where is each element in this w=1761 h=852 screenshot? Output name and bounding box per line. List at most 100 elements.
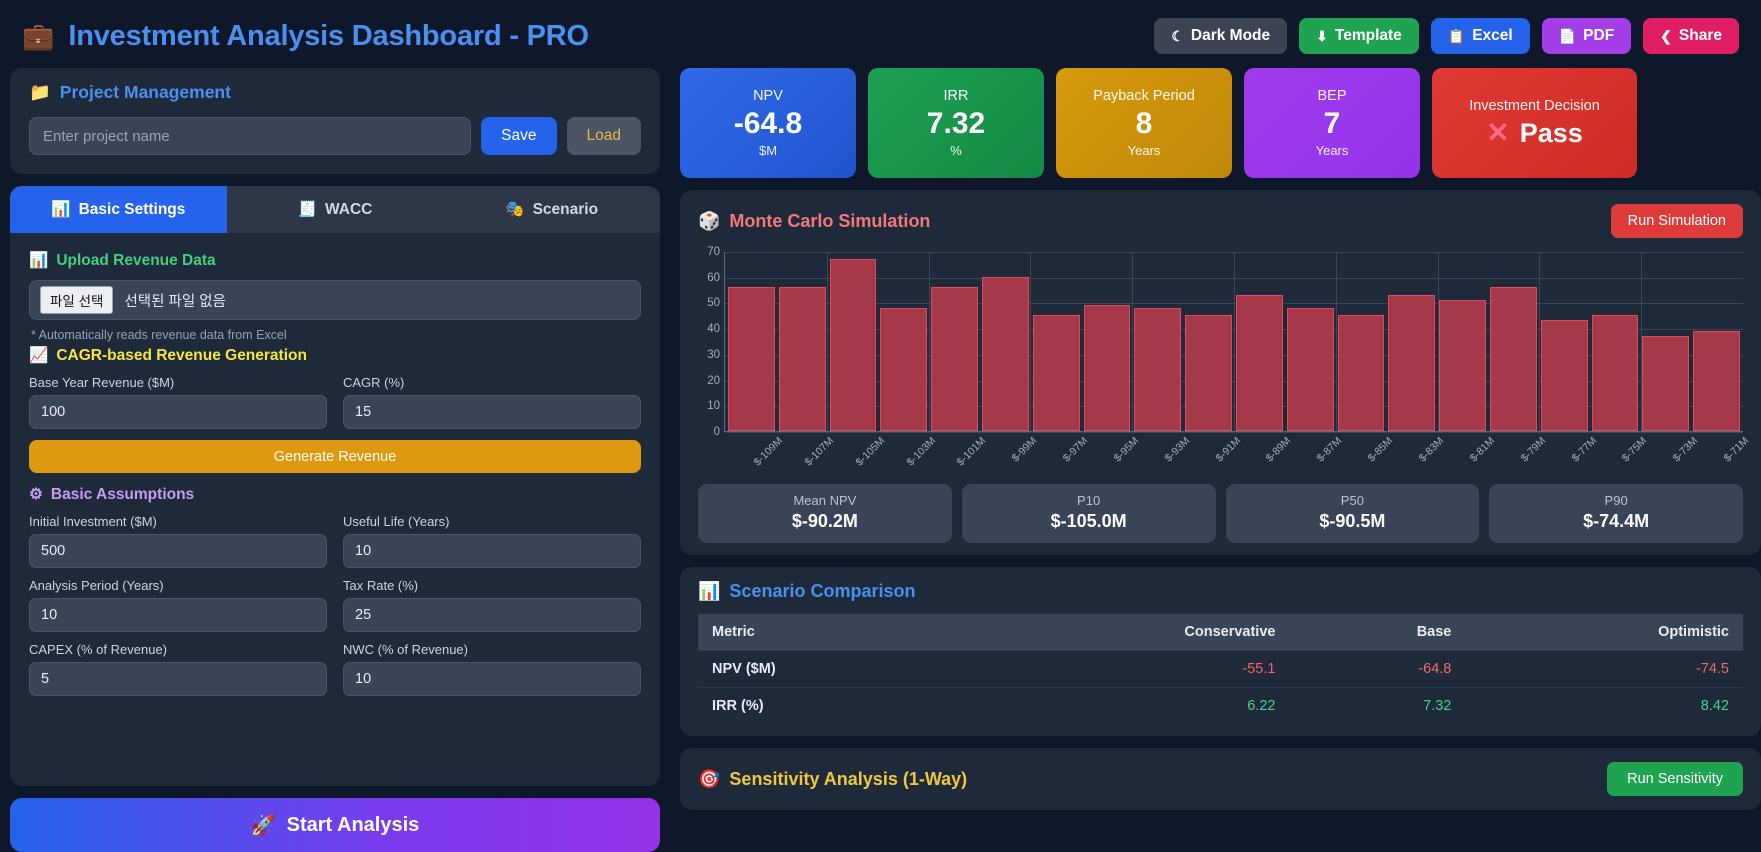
kpi-card-irr: IRR 7.32 % (868, 68, 1044, 178)
chart-bar (1083, 305, 1131, 431)
sensitivity-title: Sensitivity Analysis (1-Way) (729, 768, 968, 789)
chart-bar (880, 307, 928, 431)
field-label: Base Year Revenue ($M) (29, 375, 175, 390)
rocket-icon: 🚀 (250, 814, 276, 837)
share-button[interactable]: ❮ Share (1643, 18, 1739, 54)
chart-gridline-vertical (928, 252, 930, 431)
kpi-card-npv: NPV -64.8 $M (680, 68, 856, 178)
column-conservative: Conservative (1184, 624, 1276, 640)
capex-input[interactable] (29, 662, 327, 696)
project-management-row: Save Load (29, 117, 641, 155)
excel-button[interactable]: 📋 Excel (1430, 18, 1530, 54)
initial-investment-input[interactable] (29, 534, 327, 568)
pdf-label: PDF (1583, 27, 1615, 44)
settings-tabs: 📊 Basic Settings 🧾 WACC 🎭 Scenario (10, 186, 660, 233)
file-picker[interactable]: 파일 선택 선택된 파일 없음 (29, 280, 641, 320)
field-capex: CAPEX (% of Revenue) (29, 642, 327, 696)
chart-gridline-vertical (1234, 252, 1235, 431)
tab-wacc[interactable]: 🧾 WACC (227, 186, 444, 233)
field-label: NWC (% of Revenue) (343, 642, 468, 657)
chart-up-icon: 📈 (29, 347, 49, 364)
generate-revenue-button[interactable]: Generate Revenue (29, 440, 641, 473)
chart-bar (1591, 315, 1639, 431)
kpi-label: BEP (1317, 87, 1347, 104)
y-tick-label: 60 (707, 271, 720, 284)
table-row: NPV ($M) -55.1 -64.8 -74.5 (698, 650, 1743, 688)
title-group: 💼 Investment Analysis Dashboard - PRO (22, 20, 589, 53)
share-icon: ❮ (1660, 27, 1672, 44)
chart-y-axis: 0 10 20 30 40 50 60 70 (698, 246, 724, 438)
table-row: IRR (%) 6.22 7.32 8.42 (698, 687, 1743, 724)
field-base-year-revenue: Base Year Revenue ($M) (29, 375, 327, 429)
assumption-fields: Initial Investment ($M) Useful Life (Yea… (29, 514, 641, 696)
save-button[interactable]: Save (481, 117, 557, 155)
chart-gridline-vertical (1335, 252, 1337, 431)
tab-basic-settings[interactable]: 📊 Basic Settings (10, 186, 227, 233)
dark-mode-button[interactable]: ☾ Dark Mode (1154, 18, 1288, 54)
chart-bar (778, 287, 826, 431)
stat-value: $-74.4M (1583, 511, 1650, 531)
upload-revenue-heading: 📊 Upload Revenue Data (29, 251, 641, 270)
project-management-panel: 📁 Project Management Save Load (10, 68, 660, 174)
run-simulation-button[interactable]: Run Simulation (1610, 204, 1743, 238)
useful-life-input[interactable] (343, 534, 641, 568)
tax-rate-input[interactable] (343, 598, 641, 632)
chart-bar (728, 287, 775, 431)
basic-settings-body: 📊 Upload Revenue Data 파일 선택 선택된 파일 없음 * … (10, 233, 660, 712)
stat-label: P50 (1340, 493, 1364, 508)
table-header-row: Metric Conservative Base Optimistic (698, 614, 1743, 651)
chart-bar (1235, 294, 1283, 431)
chart-bar (1693, 330, 1740, 431)
scenario-comparison-title: Scenario Comparison (729, 581, 916, 601)
chart-bar (1642, 335, 1690, 431)
dice-icon: 🎲 (698, 210, 721, 231)
choose-file-button[interactable]: 파일 선택 (40, 286, 114, 314)
monte-carlo-stats: Mean NPV $-90.2M P10 $-105.0M P50 $-90.5… (698, 484, 1743, 543)
field-label: Useful Life (Years) (343, 514, 450, 529)
tab-scenario[interactable]: 🎭 Scenario (443, 186, 660, 233)
start-analysis-button[interactable]: 🚀 Start Analysis (10, 798, 660, 852)
kpi-unit: $M (758, 143, 778, 159)
page-title: Investment Analysis Dashboard - PRO (68, 19, 589, 52)
cagr-heading: 📈 CAGR-based Revenue Generation (29, 346, 641, 365)
bar-chart-icon: 📊 (698, 581, 721, 601)
kpi-value: 7 (1323, 106, 1341, 140)
chart-gridline-vertical (1030, 252, 1032, 431)
project-name-input[interactable] (29, 117, 472, 155)
basic-assumptions-heading: ⚙ Basic Assumptions (29, 485, 641, 504)
nwc-input[interactable] (343, 662, 641, 696)
stat-p10: P10 $-105.0M (961, 484, 1216, 543)
y-tick-label: 40 (707, 323, 720, 336)
field-label: CAGR (%) (343, 375, 405, 390)
cagr-input[interactable] (343, 395, 641, 429)
field-analysis-period: Analysis Period (Years) (29, 578, 327, 632)
field-label: Initial Investment ($M) (29, 514, 157, 529)
right-column: NPV -64.8 $M IRR 7.32 % Payback Period 8… (680, 68, 1761, 852)
field-initial-investment: Initial Investment ($M) (29, 514, 327, 568)
dashboard-body: 📁 Project Management Save Load 📊 Basic S… (0, 68, 1761, 852)
kpi-row: NPV -64.8 $M IRR 7.32 % Payback Period 8… (680, 68, 1761, 178)
monte-carlo-panel: 🎲 Monte Carlo Simulation Run Simulation … (680, 190, 1761, 555)
load-button[interactable]: Load (566, 117, 641, 155)
y-tick-label: 70 (707, 246, 720, 258)
template-button[interactable]: ⬇ Template (1299, 18, 1419, 54)
stat-label: P10 (1077, 493, 1101, 508)
run-sensitivity-button[interactable]: Run Sensitivity (1607, 762, 1743, 796)
excel-label: Excel (1472, 27, 1513, 44)
chart-x-axis: $-109M $-107M $-105M $-103M $-101M $-99M $-97M… (698, 432, 1751, 478)
stat-p90: P90 $-74.4M (1489, 484, 1743, 543)
analysis-period-input[interactable] (29, 598, 327, 632)
chart-bar (1032, 315, 1080, 431)
field-label: Analysis Period (Years) (29, 578, 164, 593)
kpi-value: 7.32 (926, 106, 986, 140)
app-header: 💼 Investment Analysis Dashboard - PRO ☾ … (0, 0, 1761, 68)
folder-icon: 📁 (29, 82, 51, 102)
chart-bar (1489, 287, 1537, 431)
column-base: Base (1416, 624, 1452, 640)
upload-hint: * Automatically reads revenue data from … (31, 328, 287, 342)
header-toolbar: ☾ Dark Mode ⬇ Template 📋 Excel 📄 PDF ❮ S… (1154, 18, 1739, 54)
pdf-button[interactable]: 📄 PDF (1541, 18, 1632, 54)
base-year-revenue-input[interactable] (29, 395, 327, 429)
kpi-card-bep: BEP 7 Years (1244, 68, 1420, 178)
monte-carlo-title: Monte Carlo Simulation (729, 210, 931, 231)
